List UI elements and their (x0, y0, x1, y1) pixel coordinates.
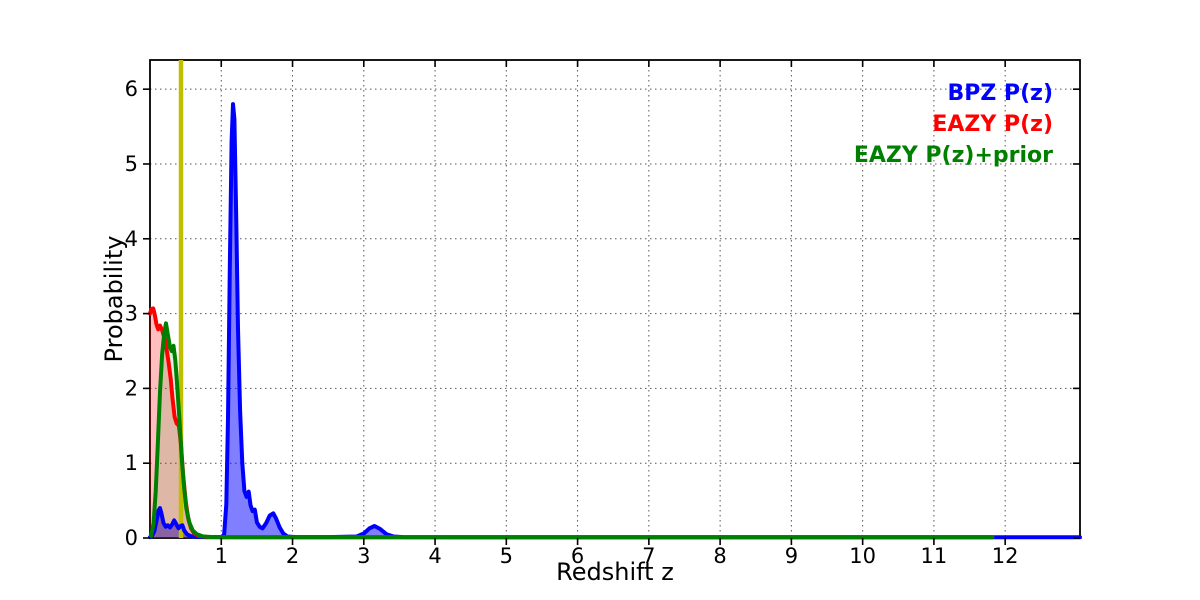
y-tick-label: 6 (125, 77, 138, 101)
y-axis-label: Probability (100, 235, 128, 363)
x-axis-label: Redshift z (556, 558, 674, 586)
x-tick-label: 11 (921, 544, 948, 568)
legend-item-bpz: BPZ P(z) (947, 81, 1053, 106)
legend-item-eazy: EAZY P(z) (932, 112, 1053, 137)
y-tick-label: 2 (125, 376, 138, 400)
y-tick-label: 4 (125, 227, 138, 251)
legend-item-eazy-prior: EAZY P(z)+prior (853, 143, 1053, 168)
x-tick-label: 4 (428, 544, 441, 568)
series-line-1 (148, 306, 995, 540)
x-tick-label: 3 (357, 544, 370, 568)
legend: BPZ P(z) EAZY P(z) EAZY P(z)+prior (854, 78, 1053, 171)
x-tick-label: 7 (642, 544, 655, 568)
x-tick-label: 6 (571, 544, 584, 568)
y-tick-label: 3 (125, 302, 138, 326)
x-tick-label: 10 (849, 544, 876, 568)
x-tick-label: 5 (500, 544, 513, 568)
series-line-0 (148, 102, 1082, 540)
x-tick-label: 1 (215, 544, 228, 568)
series-fill-2 (151, 323, 993, 538)
y-tick-label: 0 (125, 526, 138, 550)
x-tick-label: 12 (992, 544, 1019, 568)
x-tick-label: 8 (713, 544, 726, 568)
x-tick-label: 9 (785, 544, 798, 568)
y-tick-label: 1 (125, 451, 138, 475)
series-line-2 (149, 321, 995, 540)
x-tick-label: 2 (286, 544, 299, 568)
y-tick-label: 5 (125, 152, 138, 176)
series-fill-1 (150, 308, 993, 538)
series-fill-0 (150, 104, 1080, 538)
